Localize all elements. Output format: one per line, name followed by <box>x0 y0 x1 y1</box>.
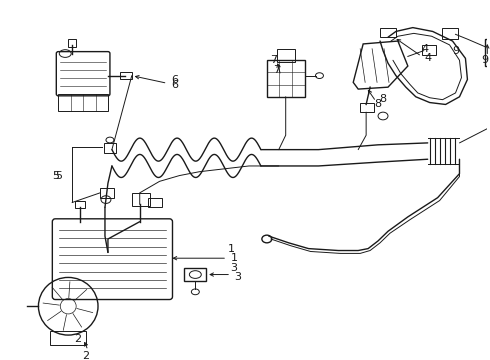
Bar <box>104 143 116 153</box>
Text: 3: 3 <box>231 263 238 273</box>
Text: 6: 6 <box>172 80 178 90</box>
Bar <box>380 28 396 37</box>
Text: 1: 1 <box>227 244 235 253</box>
Text: 8: 8 <box>379 94 387 104</box>
Text: 9: 9 <box>452 46 459 56</box>
Text: 5: 5 <box>55 171 62 181</box>
Bar <box>441 28 458 39</box>
Bar <box>184 268 206 281</box>
Bar <box>100 188 114 198</box>
Text: 7: 7 <box>273 65 280 75</box>
Bar <box>267 60 305 97</box>
Text: 3: 3 <box>234 273 241 283</box>
Bar <box>132 193 149 206</box>
Text: 8: 8 <box>374 99 382 109</box>
Bar <box>360 103 374 112</box>
Bar <box>120 72 132 80</box>
Text: 4: 4 <box>425 53 432 63</box>
Bar <box>75 201 85 208</box>
Text: 6: 6 <box>171 76 178 85</box>
Bar <box>422 45 436 54</box>
Text: 9: 9 <box>482 55 489 65</box>
Text: 2: 2 <box>74 334 82 344</box>
Text: 1: 1 <box>231 253 238 263</box>
Text: 7: 7 <box>270 55 277 65</box>
Bar <box>50 331 86 345</box>
Text: 2: 2 <box>82 351 90 360</box>
Bar <box>58 94 108 111</box>
Text: 5: 5 <box>52 171 59 181</box>
Text: 4: 4 <box>421 44 428 54</box>
Bar <box>68 39 76 47</box>
Bar <box>277 49 294 62</box>
Bar <box>147 198 162 207</box>
Bar <box>485 39 490 66</box>
